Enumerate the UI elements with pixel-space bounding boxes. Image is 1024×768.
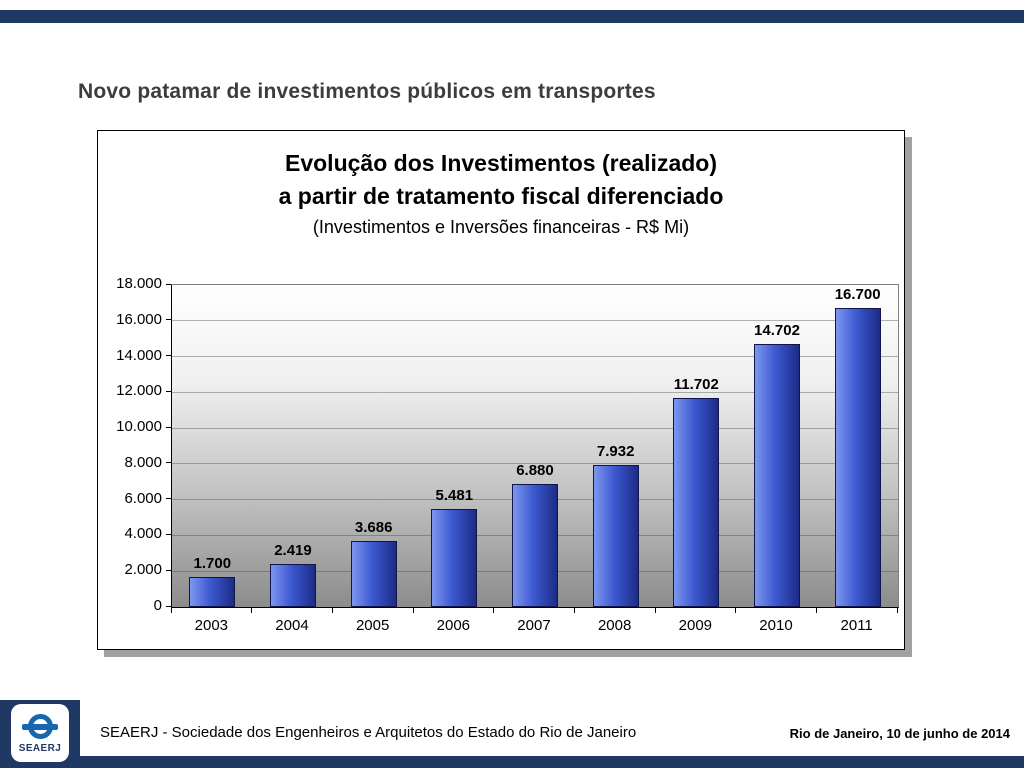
x-tick-label: 2004	[275, 617, 309, 634]
y-tick-label: 18.000	[116, 275, 162, 292]
bar-value-label: 6.880	[516, 462, 554, 479]
x-tick-label: 2011	[840, 617, 873, 634]
y-tick-mark	[166, 355, 171, 357]
x-tick-mark	[573, 608, 575, 613]
gridline	[172, 427, 898, 429]
chart-header: Evolução dos Investimentos (realizado) a…	[98, 147, 904, 241]
y-tick-label: 10.000	[116, 418, 162, 436]
y-tick-label: 16.000	[116, 310, 162, 328]
bar-2004	[270, 564, 316, 607]
y-axis-labels: 0 2.000 4.000 6.000 8.000 10.000 12.000 14.000 1…	[98, 275, 162, 614]
bar-value-label: 3.686	[354, 519, 393, 536]
bar-value-label: 14.702	[754, 322, 800, 339]
seaerj-logo-icon	[22, 713, 58, 741]
plot-area: 1.700 2.419 3.686 5.481 6.880 7.932 11.702 14.7…	[171, 284, 899, 608]
footer: SEAERJ SEAERJ - Sociedade dos Engenheiro…	[0, 700, 1024, 768]
bar-2005	[350, 541, 397, 607]
y-tick-mark	[166, 319, 171, 321]
footer-strip	[0, 756, 1024, 768]
chart-title-line1: Evolução dos Investimentos (realizado)	[285, 150, 717, 176]
x-tick-label: 2005	[355, 617, 390, 634]
chart-subtitle: (Investimentos e Inversões financeiras -…	[312, 217, 690, 237]
x-tick-label: 2010	[759, 617, 793, 634]
y-tick-mark	[166, 605, 171, 607]
y-tick-label: 6.000	[124, 489, 162, 507]
logo-square: SEAERJ	[0, 700, 80, 768]
x-tick-mark	[331, 608, 333, 613]
logo-text: SEAERJ	[18, 742, 62, 754]
x-tick-label: 2006	[436, 617, 471, 634]
y-tick-label: 0	[153, 597, 162, 614]
seaerj-logo: SEAERJ	[11, 704, 69, 762]
y-tick-mark	[166, 426, 171, 428]
x-axis-labels: 2003 2004 2005 2006 2007 2008 2009 2010 2011	[171, 617, 899, 637]
y-tick-mark	[166, 533, 171, 535]
x-tick-mark	[735, 608, 737, 613]
bar-2008	[592, 465, 639, 607]
gridline	[172, 356, 898, 358]
bar-2009	[673, 398, 720, 607]
x-tick-mark	[815, 608, 817, 613]
x-tick-mark	[493, 608, 495, 613]
page-title: Novo patamar de investimentos públicos e…	[78, 80, 656, 103]
x-tick-label: 2009	[678, 617, 713, 634]
y-tick-label: 2.000	[124, 561, 162, 579]
bar-value-label: 11.702	[673, 376, 719, 393]
gridline	[172, 320, 898, 322]
gridline	[172, 391, 898, 393]
x-tick-mark	[412, 608, 414, 613]
y-tick-label: 14.000	[116, 346, 162, 364]
footer-organization: SEAERJ - Sociedade dos Engenheiros e Arq…	[100, 724, 637, 741]
bar-2006	[431, 509, 478, 607]
bar-2010	[754, 344, 800, 607]
y-tick-mark	[166, 390, 171, 392]
x-tick-mark	[251, 608, 253, 613]
y-tick-label: 4.000	[124, 525, 162, 543]
y-tick-label: 12.000	[116, 382, 162, 400]
bar-value-label: 7.932	[596, 443, 635, 460]
x-tick-label: 2008	[597, 617, 632, 634]
y-tick-mark	[166, 498, 171, 500]
gridline	[172, 463, 898, 465]
x-tick-label: 2007	[517, 617, 551, 634]
x-tick-label: 2003	[194, 617, 229, 634]
chart-title-line2: a partir de tratamento fiscal diferencia…	[278, 183, 724, 209]
bar-value-label: 5.481	[435, 487, 474, 504]
bar-2003	[189, 577, 236, 607]
bar-value-label: 1.700	[193, 555, 232, 572]
footer-date: Rio de Janeiro, 10 de junho de 2014	[789, 726, 1010, 741]
x-tick-mark	[654, 608, 656, 613]
x-tick-mark	[896, 608, 898, 613]
y-tick-label: 8.000	[124, 453, 162, 471]
top-band	[0, 10, 1024, 23]
bar-value-label: 16.700	[834, 286, 881, 303]
x-tick-mark	[170, 608, 172, 613]
bar-value-label: 2.419	[274, 542, 312, 559]
bar-2011	[834, 308, 881, 607]
y-tick-mark	[166, 462, 171, 464]
chart-panel: Evolução dos Investimentos (realizado) a…	[97, 130, 905, 650]
logo-bar-shape	[22, 723, 58, 730]
y-tick-mark	[166, 569, 171, 571]
y-tick-mark	[166, 283, 171, 285]
bar-2007	[512, 484, 558, 607]
